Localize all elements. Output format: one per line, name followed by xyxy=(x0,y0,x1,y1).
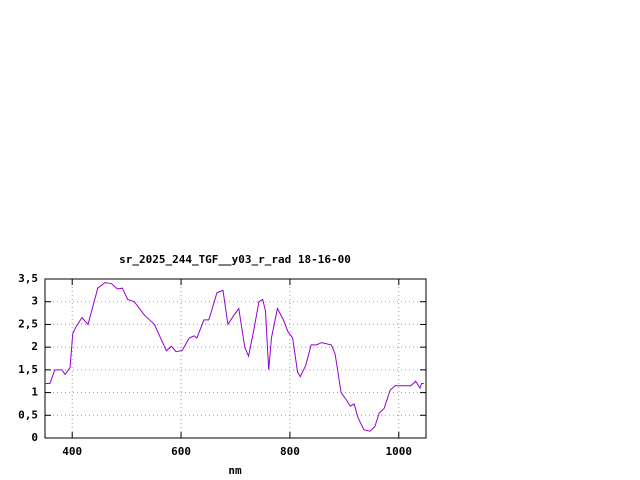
y-tick-label: 0,5 xyxy=(18,408,38,421)
x-axis-label: nm xyxy=(228,464,242,477)
y-tick-label: 1,5 xyxy=(18,363,38,376)
x-tick-label: 400 xyxy=(62,445,82,458)
y-tick-label: 2,5 xyxy=(18,317,38,330)
y-tick-label: 3,5 xyxy=(18,272,38,285)
x-tick-label: 600 xyxy=(171,445,191,458)
x-tick-label: 1000 xyxy=(386,445,413,458)
plot-border xyxy=(44,278,427,439)
chart-title: sr_2025_244_TGF__y03_r_rad 18-16-00 xyxy=(119,253,351,266)
y-tick-label: 2 xyxy=(31,340,38,353)
data-line xyxy=(45,282,424,432)
y-tick-label: 1 xyxy=(31,386,38,399)
y-tick-label: 0 xyxy=(31,431,38,444)
y-tick-label: 3 xyxy=(31,295,38,308)
x-tick-label: 800 xyxy=(280,445,300,458)
